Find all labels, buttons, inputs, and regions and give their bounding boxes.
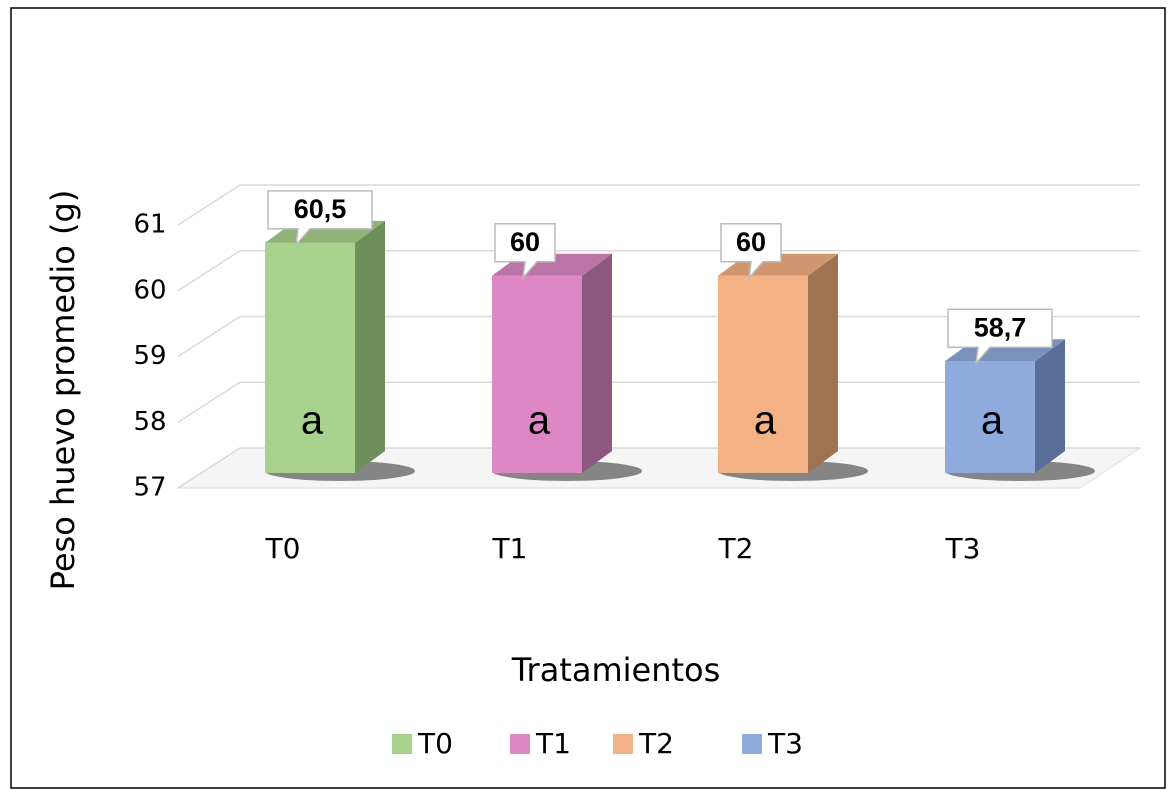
legend-swatch [510, 734, 530, 754]
x-tick-label: T1 [492, 532, 528, 565]
value-label-box [494, 223, 556, 281]
value-label-box [267, 190, 373, 248]
y-tick-label: 60 [133, 275, 166, 305]
bar [718, 275, 808, 473]
grid-line [177, 315, 1140, 358]
legend-label: T0 [417, 727, 453, 760]
grid-line [177, 250, 1140, 292]
x-tick-label: T2 [718, 532, 754, 565]
legend-label: T1 [535, 727, 571, 760]
annotation: a [981, 399, 1004, 443]
grid-line [177, 184, 1140, 226]
x-tick-label: T0 [265, 532, 301, 565]
bar-side [808, 253, 838, 473]
grid-line [177, 447, 1140, 489]
value-label: 60 [736, 227, 766, 257]
bar [265, 242, 355, 473]
annotation: a [301, 399, 324, 443]
legend-label: T3 [767, 727, 803, 760]
value-label-box [720, 223, 782, 281]
bar-side [355, 220, 385, 473]
bar-side [582, 253, 612, 473]
bar-side [1035, 339, 1065, 473]
value-label: 58,7 [974, 312, 1027, 342]
annotation: a [528, 399, 551, 443]
y-tick-label: 58 [133, 407, 166, 437]
y-tick-label: 59 [133, 341, 166, 371]
legend-swatch [613, 734, 633, 754]
bar [492, 275, 582, 473]
bar [945, 361, 1035, 473]
grid-line [177, 381, 1140, 423]
value-label: 60 [510, 227, 540, 257]
legend-swatch [392, 734, 412, 754]
y-tick-label: 61 [133, 210, 166, 240]
legend-label: T2 [638, 727, 674, 760]
y-axis-title: Peso huevo promedio (g) [44, 190, 82, 591]
y-tick-label: 57 [133, 473, 166, 503]
x-axis-title: Tratamientos [511, 651, 721, 689]
legend-swatch [742, 734, 762, 754]
value-label: 60,5 [294, 194, 347, 224]
annotation: a [754, 399, 777, 443]
value-label-box [947, 308, 1053, 366]
x-tick-label: T3 [945, 532, 981, 565]
